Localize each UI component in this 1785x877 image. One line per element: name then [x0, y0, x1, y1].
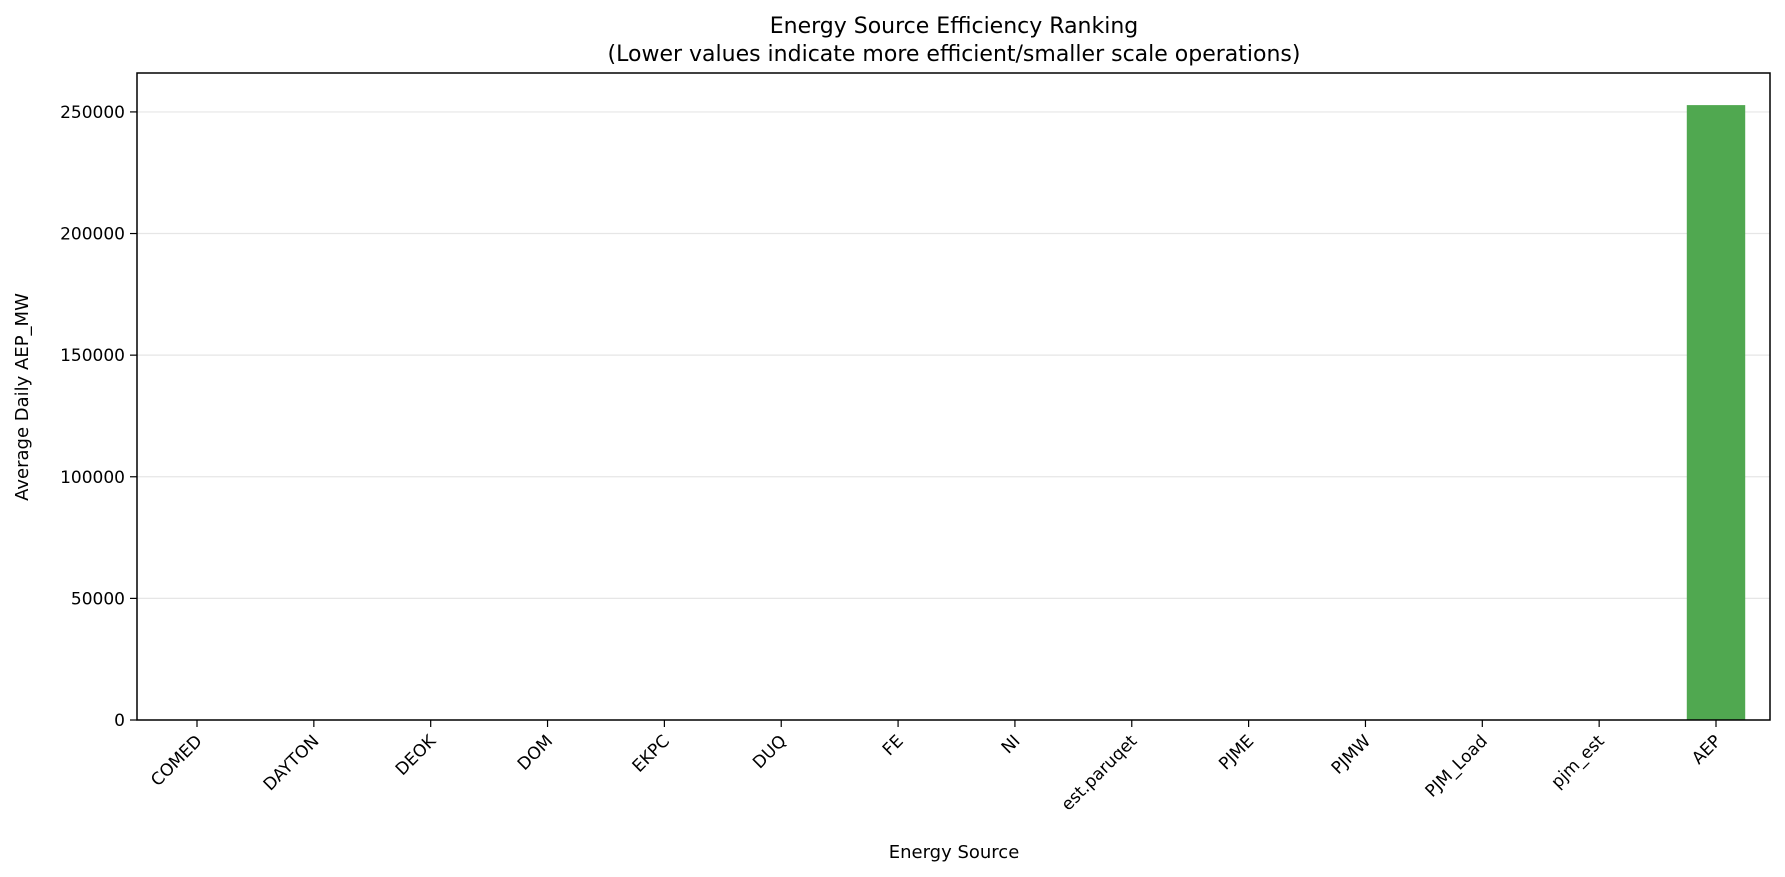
x-tick-label: DUQ — [749, 731, 791, 773]
x-tick-label: AEP — [1688, 731, 1725, 768]
bar-aep — [1686, 105, 1746, 721]
chart-subtitle: (Lower values indicate more efficient/sm… — [608, 42, 1301, 67]
x-tick-label: est.paruqet — [1058, 731, 1142, 815]
x-tick-label: pjm_est — [1547, 731, 1608, 792]
x-tick-label: DAYTON — [260, 731, 324, 795]
x-tick-label: DOM — [514, 731, 557, 774]
x-tick-label: PJMW — [1328, 731, 1375, 778]
y-tick-label: 150000 — [60, 346, 125, 366]
y-tick-label: 100000 — [60, 468, 125, 488]
x-tick-label: PJME — [1215, 731, 1258, 774]
grid-lines — [137, 111, 1770, 599]
y-tick-label: 250000 — [60, 103, 125, 123]
x-tick-label: NI — [998, 731, 1025, 758]
chart-title: Energy Source Efficiency Ranking — [770, 14, 1139, 39]
x-tick-label: FE — [879, 731, 908, 760]
y-tick-label: 50000 — [71, 589, 125, 609]
x-tick-label: DEOK — [392, 731, 441, 780]
y-tick-label: 200000 — [60, 225, 125, 245]
bars — [1686, 105, 1746, 721]
x-axis-ticks: COMED DAYTON DEOK DOM EKPC DUQ FE NI est.paruqet… — [147, 720, 1726, 815]
y-axis-label: Average Daily AEP_MW — [12, 293, 33, 501]
x-tick-label: EKPC — [629, 731, 674, 776]
x-axis-label: Energy Source — [889, 842, 1020, 863]
x-tick-label: PJM_Load — [1422, 731, 1492, 801]
y-axis-ticks: 0 50000 100000 150000 200000 250000 — [60, 103, 137, 731]
y-tick-label: 0 — [114, 711, 125, 731]
x-tick-label: COMED — [147, 731, 206, 790]
plot-area-frame — [136, 72, 1771, 721]
